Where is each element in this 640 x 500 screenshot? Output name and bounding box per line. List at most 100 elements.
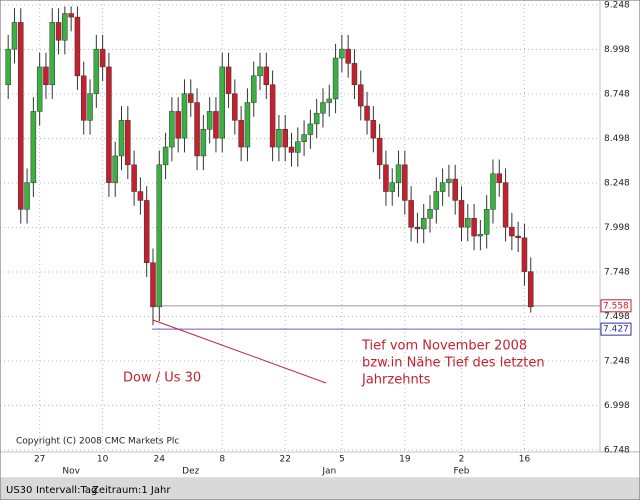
copyright: Copyright (C) 2008 CMC Markets Plc [16, 437, 179, 447]
candle-body [288, 146, 295, 153]
candle-body [452, 178, 458, 201]
candle-body [11, 22, 18, 50]
candle-body [477, 234, 484, 237]
candle-body [527, 271, 534, 308]
candle-body [446, 178, 452, 183]
candle-body [458, 200, 465, 228]
candle-body [276, 128, 282, 148]
candle-body [68, 13, 74, 18]
candle-body [439, 182, 446, 192]
x-tick-label: 24 [154, 455, 166, 465]
candle-body [263, 66, 270, 85]
candle-body [351, 63, 358, 85]
candle-body [36, 66, 43, 112]
annotation: bzw.in Nähe Tief des letzten [362, 356, 545, 371]
candle-body [188, 93, 194, 103]
candle-body [358, 84, 364, 107]
candle-body [339, 48, 345, 59]
x-tick-label: 8 [219, 455, 225, 465]
period: Zeitraum:1 Jahr [92, 485, 171, 496]
candle-body [181, 93, 188, 139]
candle-body [383, 164, 389, 192]
level-label: 7.558 [603, 301, 629, 311]
candle-body [521, 237, 528, 272]
x-axis-area [0, 451, 640, 479]
candle-body [238, 120, 244, 148]
y-tick-label: 9.248 [604, 0, 630, 10]
level-box [600, 299, 632, 313]
candle-body [131, 164, 137, 192]
y-tick-label: 8.748 [604, 89, 630, 99]
candle-body [326, 98, 333, 103]
candle-body [490, 173, 496, 210]
candle-body [313, 112, 320, 125]
candle-body [200, 128, 207, 157]
annotation: Dow / Us 30 [123, 371, 201, 386]
x-tick-label: 22 [279, 455, 290, 465]
status-bar [0, 478, 640, 500]
candle-body [502, 182, 509, 228]
candle-body [345, 48, 351, 64]
candle-body [509, 226, 515, 237]
candle-body [87, 93, 93, 121]
candle-body [269, 84, 276, 148]
symbol: US30 [6, 485, 32, 496]
y-tick-label: 8.998 [604, 45, 630, 55]
candle-body [395, 164, 402, 183]
y-tick-label: 6.748 [604, 446, 630, 456]
candle-body [244, 102, 251, 148]
x-tick-label: 5 [339, 455, 345, 465]
candle-body [496, 173, 503, 183]
candle-body [93, 48, 100, 94]
candle-body [118, 120, 125, 157]
candle-body [206, 111, 213, 130]
y-tick-label: 6.998 [604, 401, 630, 411]
annotation: Tief vom November 2008 [361, 339, 527, 354]
candle-body [194, 102, 200, 157]
candle-body [295, 141, 301, 153]
candle-body [143, 200, 150, 263]
y-tick-label: 7.998 [604, 223, 630, 233]
candle-body [471, 217, 477, 237]
month-label: Jan [321, 467, 336, 477]
candle-body [55, 22, 62, 41]
candle-body [80, 75, 87, 121]
candle-body [414, 226, 421, 230]
x-tick-label: 10 [97, 455, 109, 465]
month-label: Dez [182, 467, 199, 477]
y-axis-area [599, 0, 640, 453]
candle-body [175, 111, 181, 139]
candle-body [332, 57, 339, 100]
x-tick-label: 19 [399, 455, 411, 465]
y-tick-label: 8.248 [604, 178, 630, 188]
grid [0, 0, 600, 452]
annotation-line [152, 319, 327, 384]
candle-body [62, 13, 68, 41]
x-tick-label: 27 [34, 455, 45, 465]
level-box [600, 322, 632, 336]
y-tick-label: 7.748 [604, 267, 630, 277]
candle-body [465, 217, 471, 228]
candle-body [112, 155, 118, 183]
candle-body [156, 164, 163, 308]
candle-body [402, 164, 408, 201]
levels [152, 305, 600, 330]
candle-body [433, 191, 440, 210]
candle-body [370, 120, 377, 139]
candle-body [427, 209, 433, 219]
candle-body [137, 191, 144, 201]
y-tick-label: 8.498 [604, 134, 630, 144]
candle-body [5, 48, 11, 85]
candle-body [24, 182, 30, 210]
candle-body [515, 235, 521, 239]
candle-body [232, 93, 238, 121]
candle-body [282, 128, 288, 148]
candle-body [43, 66, 49, 85]
candle-body [376, 137, 383, 166]
candle-body [99, 48, 106, 68]
candle-body [225, 66, 232, 94]
candle-body [213, 111, 219, 139]
y-tick-label: 7.248 [604, 356, 630, 366]
candle-body [408, 200, 414, 228]
